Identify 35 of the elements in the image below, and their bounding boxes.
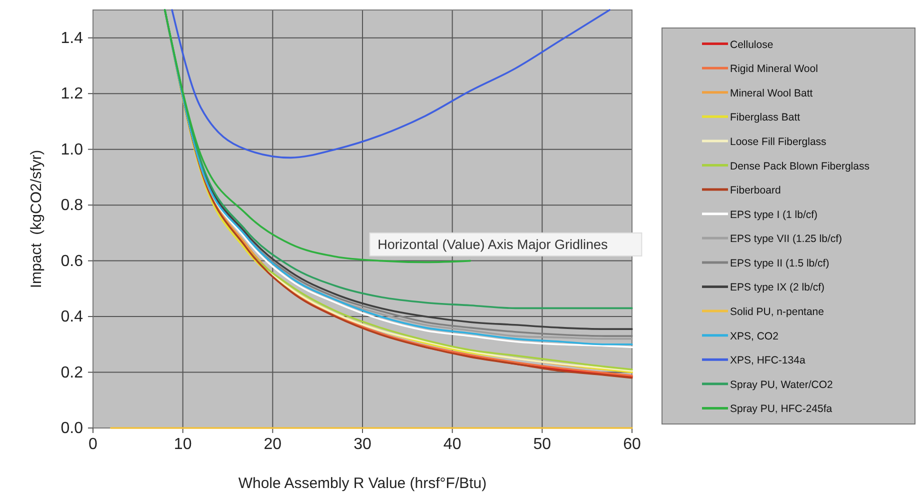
x-tick-label: 0 (88, 436, 98, 453)
legend-label: EPS type II (1.5 lb/cf) (730, 257, 830, 270)
legend-label: Fiberglass Batt (730, 112, 800, 124)
y-tick-label: 0.8 (60, 197, 84, 214)
legend-label: EPS type IX (2 lb/cf) (730, 282, 825, 294)
legend-label: EPS type VII (1.25 lb/cf) (730, 233, 842, 246)
legend-label: Spray PU, Water/CO2 (730, 378, 834, 391)
y-tick-label: 0.0 (60, 420, 84, 437)
legend-label: Loose Fill Fiberglass (730, 136, 826, 148)
line-series (171, 9, 610, 159)
legend-label: XPS, CO2 (730, 330, 779, 342)
x-tick-label: 40 (443, 436, 462, 453)
legend-label: Dense Pack Blown Fiberglass (730, 160, 870, 172)
y-tick-label: 1.4 (60, 30, 84, 47)
y-tick-label: 1.0 (60, 141, 84, 158)
legend-label: Fiberboard (730, 184, 781, 197)
y-tick-label: 0.4 (60, 308, 84, 326)
annotation: Horizontal (Value) Axis Major Gridlines (378, 236, 608, 252)
x-tick-label: 60 (623, 436, 641, 453)
legend-label: XPS, HFC-134a (730, 354, 806, 367)
y-tick-label: 0.2 (60, 364, 84, 382)
x-axis-title: Whole Assembly R Value (hrsf°F/Btu) (238, 475, 487, 492)
legend-label: Mineral Wool Batt (730, 87, 813, 100)
y-tick-label: 1.2 (60, 86, 84, 103)
legend-label: Solid PU, n-pentane (730, 306, 824, 318)
legend-label: EPS type I (1 lb/cf) (730, 208, 818, 221)
x-tick-label: 50 (533, 436, 552, 453)
x-tick-label: 30 (354, 436, 372, 453)
y-axis-title: Impact (kgCO2/sfyr) (28, 150, 45, 288)
x-tick-label: 10 (174, 436, 192, 453)
legend-label: Rigid Mineral Wool (730, 63, 818, 76)
x-tick-label: 20 (264, 436, 282, 453)
legend-label: Cellulose (730, 38, 774, 51)
y-tick-label: 0.6 (60, 252, 84, 270)
legend-label: Spray PU, HFC-245fa (730, 403, 832, 416)
